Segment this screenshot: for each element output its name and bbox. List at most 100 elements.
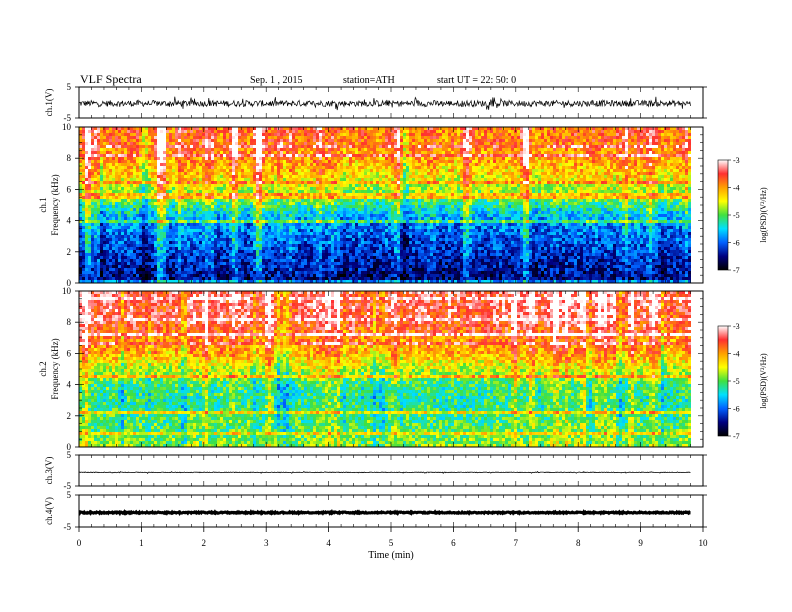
spectrogram-cell [88, 151, 91, 154]
spectrogram-cell [205, 181, 208, 184]
spectrogram-cell [643, 160, 646, 163]
spectrogram-cell [373, 184, 376, 187]
spectrogram-cell [361, 136, 364, 139]
spectrogram-cell [541, 151, 544, 154]
spectrogram-cell [133, 142, 136, 145]
spectrogram-cell [538, 166, 541, 169]
spectrogram-cell [673, 133, 676, 136]
spectrogram-cell [259, 184, 262, 187]
spectrogram-cell [610, 142, 613, 145]
spectrogram-cell [121, 154, 124, 157]
spectrogram-cell [685, 178, 688, 181]
spectrogram-cell [604, 187, 607, 190]
spectrogram-cell [313, 184, 316, 187]
spectrogram-cell [184, 184, 187, 187]
spectrogram-cell [469, 196, 472, 199]
spectrogram-cell [184, 172, 187, 175]
spectrogram-cell [283, 139, 286, 142]
spectrogram-cell [223, 175, 226, 178]
spectrogram-cell [526, 190, 529, 193]
spectrogram-cell [568, 157, 571, 160]
spectrogram-cell [193, 184, 196, 187]
spectrogram-cell [562, 181, 565, 184]
spectrogram-cell [556, 181, 559, 184]
spectrogram-cell [649, 139, 652, 142]
spectrogram-cell [268, 163, 271, 166]
spectrogram-cell [613, 139, 616, 142]
spectrogram-cell [613, 148, 616, 151]
spectrogram-cell [601, 178, 604, 181]
spectrogram-cell [109, 181, 112, 184]
spectrogram-cell [244, 181, 247, 184]
spectrogram-cell [154, 193, 157, 196]
spectrogram-cell [118, 172, 121, 175]
spectrogram-cell [544, 196, 547, 199]
spectrogram-cell [199, 142, 202, 145]
spectrogram-cell [331, 175, 334, 178]
spectrogram-cell [229, 142, 232, 145]
spectrogram-cell [550, 127, 553, 130]
spectrogram-cell [106, 154, 109, 157]
spectrogram-cell [499, 196, 502, 199]
spectrogram-cell [289, 142, 292, 145]
spectrogram-cell [541, 172, 544, 175]
spectrogram-cell [133, 187, 136, 190]
spectrogram-cell [496, 193, 499, 196]
spectrogram-cell [583, 184, 586, 187]
spectrogram-cell [268, 193, 271, 196]
spectrogram-cell [679, 139, 682, 142]
spectrogram-cell [520, 133, 523, 136]
spectrogram-cell [544, 145, 547, 148]
spectrogram-cell [307, 160, 310, 163]
spectrogram-cell [229, 157, 232, 160]
spectrogram-cell [295, 190, 298, 193]
spectrogram-cell [94, 154, 97, 157]
spectrogram-cell [658, 136, 661, 139]
spectrogram-cell [433, 187, 436, 190]
spectrogram-cell [211, 130, 214, 133]
spectrogram-cell [535, 154, 538, 157]
spectrogram-cell [544, 184, 547, 187]
spectrogram-cell [217, 133, 220, 136]
spectrogram-cell [412, 127, 415, 130]
spectrogram-cell [277, 136, 280, 139]
spectrogram-cell [655, 139, 658, 142]
spectrogram-cell [307, 175, 310, 178]
spectrogram-cell [226, 160, 229, 163]
spectrogram-cell [505, 139, 508, 142]
spectrogram-cell [637, 163, 640, 166]
spectrogram-cell [607, 151, 610, 154]
spectrogram-cell [532, 181, 535, 184]
spectrogram-cell [190, 154, 193, 157]
spectrogram-cell [622, 136, 625, 139]
spectrogram-cell [301, 142, 304, 145]
spectrogram-cell [637, 178, 640, 181]
spectrogram-cell [427, 166, 430, 169]
spectrogram-cell [529, 166, 532, 169]
spectrogram-cell [484, 145, 487, 148]
spectrogram-cell [382, 127, 385, 130]
spectrogram-cell [157, 172, 160, 175]
spectrogram-cell [481, 151, 484, 154]
spectrogram-cell [241, 193, 244, 196]
spectrogram-cell [85, 160, 88, 163]
spectrogram-cell [652, 187, 655, 190]
spectrogram-cell [520, 184, 523, 187]
spectrogram-cell [472, 187, 475, 190]
spectrogram-cell [247, 145, 250, 148]
spectrogram-cell [334, 148, 337, 151]
spectrogram-cell [364, 190, 367, 193]
spectrogram-cell [448, 127, 451, 130]
spectrogram-cell [658, 142, 661, 145]
spectrogram-cell [211, 139, 214, 142]
spectrogram-cell [361, 190, 364, 193]
spectrogram-cell [292, 154, 295, 157]
spectrogram-cell [526, 181, 529, 184]
spectrogram-cell [94, 187, 97, 190]
spectrogram-cell [586, 154, 589, 157]
spectrogram-cell [421, 154, 424, 157]
spectrogram-cell [112, 139, 115, 142]
spectrogram-cell [109, 169, 112, 172]
spectrogram-cell [175, 190, 178, 193]
spectrogram-cell [571, 178, 574, 181]
